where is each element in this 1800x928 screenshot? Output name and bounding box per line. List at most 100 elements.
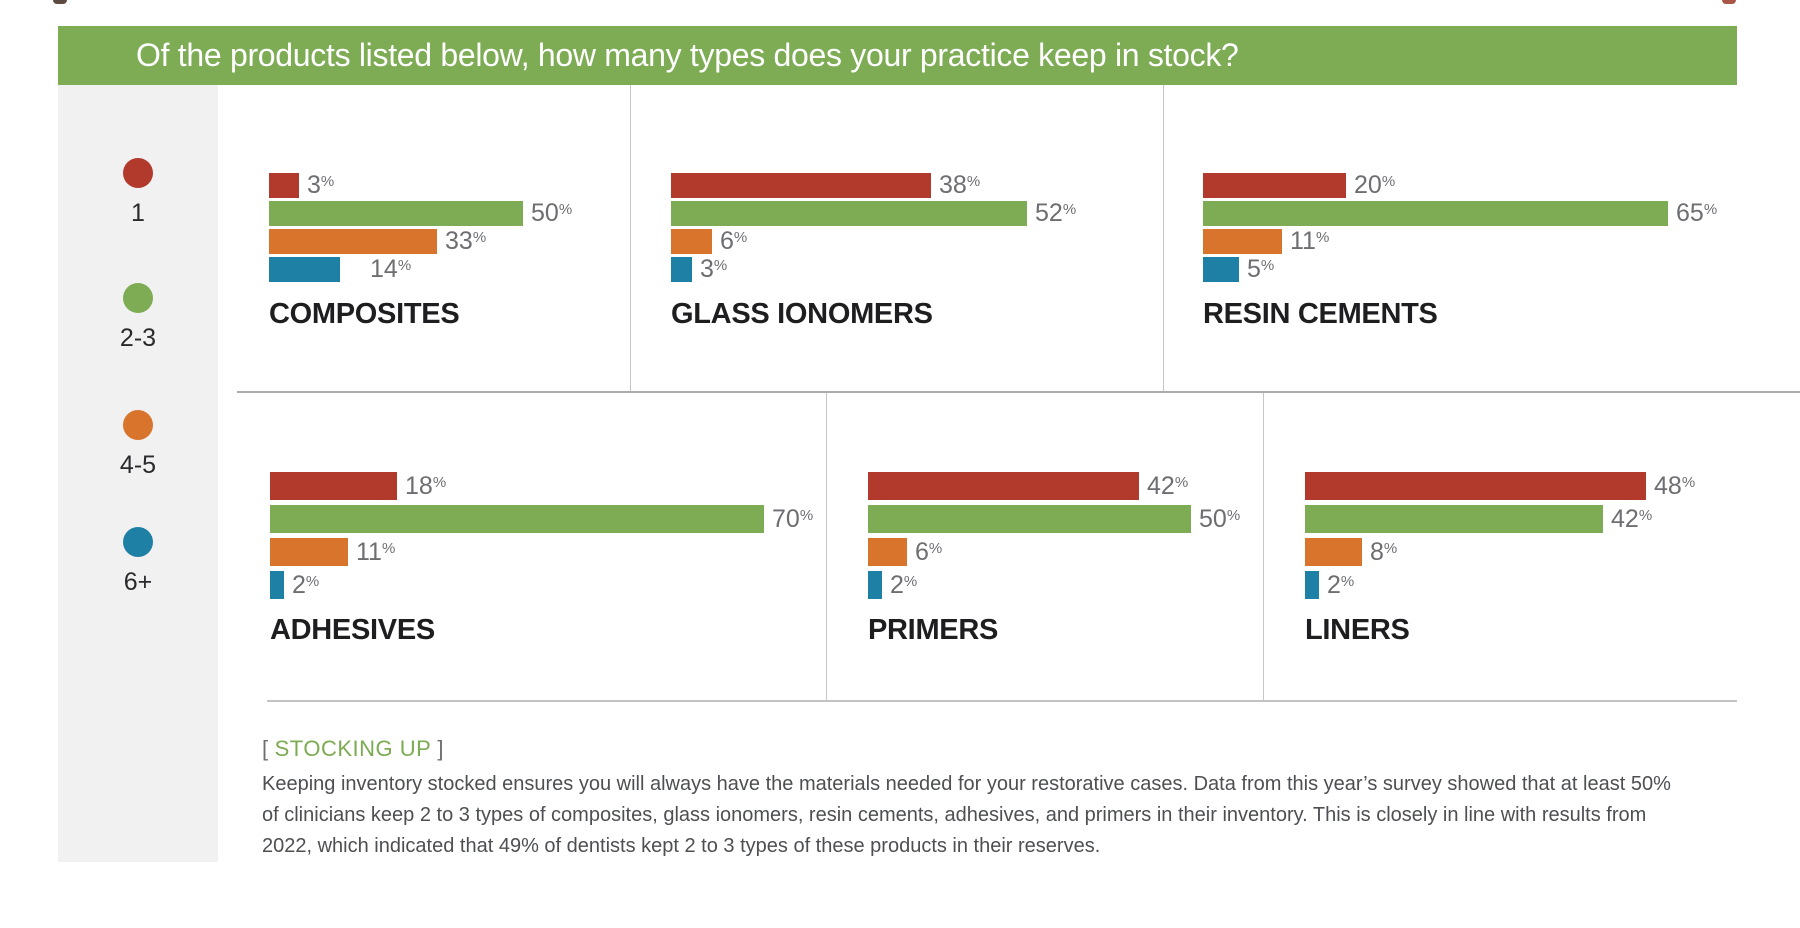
percent-sign: % (1226, 506, 1241, 524)
summary-heading: [STOCKING UP] (262, 736, 1671, 762)
chart-composites: 3% 50% 33% 14% COMPOSITES (269, 173, 572, 331)
bar-row: 6% (868, 538, 1240, 566)
bar-row: 38% (671, 173, 1076, 198)
divider-vertical (630, 85, 631, 392)
percent-sign: % (1260, 257, 1275, 274)
bar-6plus (671, 257, 692, 282)
bar-row: 50% (868, 505, 1240, 533)
chart-glass-ionomers: 38% 52% 6% 3% GLASS IONOMERS (671, 173, 1076, 331)
bar-row: 42% (868, 472, 1240, 500)
bar-value-label: 48% (1654, 471, 1696, 500)
legend-dot-1 (123, 158, 153, 188)
legend-label: 2-3 (119, 324, 157, 352)
divider-horizontal (267, 700, 1737, 702)
percent-sign: % (558, 201, 573, 218)
chart-title: COMPOSITES (269, 298, 460, 330)
bar-value-label: 52% (1035, 199, 1077, 227)
cropped-artifact-right (1722, 0, 1736, 4)
percent-sign: % (903, 572, 918, 590)
bar-value-label: 18% (405, 471, 447, 500)
bar-row: 3% (671, 257, 1076, 282)
summary-section: [STOCKING UP] Keeping inventory stocked … (262, 736, 1671, 862)
divider-vertical (1163, 85, 1164, 392)
legend-dot-4-5 (123, 410, 153, 440)
bar-value-label: 5% (1247, 255, 1275, 283)
bar-value-label: 2% (292, 570, 320, 599)
question-banner: Of the products listed below, how many t… (58, 26, 1737, 85)
bar-4-5 (269, 229, 437, 254)
bar-row: 3% (269, 173, 572, 198)
percent-sign: % (928, 539, 943, 557)
summary-body: Keeping inventory stocked ensures you wi… (262, 769, 1671, 862)
bar-row: 33% (269, 229, 572, 254)
bar-row: 20% (1203, 173, 1717, 198)
legend-item: 2-3 (58, 283, 218, 353)
percent-sign: % (1703, 201, 1718, 218)
legend-label: 1 (131, 199, 145, 227)
divider-vertical (826, 393, 827, 701)
bar-row: 65% (1203, 201, 1717, 226)
bar-row: 2% (868, 571, 1240, 599)
bar-4-5 (1203, 229, 1282, 254)
bar-1 (868, 472, 1139, 500)
cropped-artifact-left (53, 0, 67, 4)
percent-sign: % (1681, 473, 1696, 491)
bar-1 (671, 173, 931, 198)
bar-2-3 (269, 201, 523, 226)
bar-row: 42% (1305, 505, 1695, 533)
bar-value-label: 6% (720, 227, 748, 255)
bar-2-3 (1305, 505, 1603, 533)
bar-4-5 (1305, 538, 1362, 566)
bar-6plus (1305, 571, 1319, 599)
bracket-close: ] (437, 736, 444, 761)
summary-heading-text: STOCKING UP (274, 736, 432, 761)
chart-title: LINERS (1305, 614, 1410, 646)
bar-row: 14% (269, 257, 572, 282)
bar-6plus (1203, 257, 1239, 282)
percent-sign: % (381, 539, 396, 557)
legend-label: 6+ (123, 568, 153, 596)
bar-value-label: 42% (1611, 504, 1653, 533)
question-title: Of the products listed below, how many t… (136, 37, 1239, 73)
bar-value-label: 3% (307, 171, 335, 199)
chart-primers: 42% 50% 6% 2% PRIMERS (868, 472, 1240, 647)
bar-value-label: 65% (1676, 199, 1718, 227)
bar-value-label: 6% (915, 537, 943, 566)
percent-sign: % (472, 229, 487, 246)
chart-title: PRIMERS (868, 614, 999, 646)
bar-4-5 (868, 538, 907, 566)
bar-row: 6% (671, 229, 1076, 254)
divider-vertical (1263, 393, 1264, 701)
bar-row: 11% (1203, 229, 1717, 254)
bar-2-3 (868, 505, 1191, 533)
bar-value-label: 14% (370, 255, 412, 283)
bar-value-label: 11% (1290, 227, 1330, 255)
percent-sign: % (733, 229, 748, 246)
percent-sign: % (1381, 173, 1396, 190)
bracket-open: [ (262, 736, 269, 761)
bar-value-label: 2% (1327, 570, 1355, 599)
chart-liners: 48% 42% 8% 2% LINERS (1305, 472, 1695, 647)
bar-1 (269, 173, 299, 198)
bar-row: 8% (1305, 538, 1695, 566)
summary-line: Keeping inventory stocked ensures you wi… (262, 773, 1671, 795)
legend-label: 4-5 (119, 451, 157, 479)
bar-4-5 (270, 538, 348, 566)
bar-row: 50% (269, 201, 572, 226)
legend-item: 1 (58, 158, 218, 228)
bar-1 (270, 472, 397, 500)
bar-value-label: 70% (772, 504, 814, 533)
chart-title: GLASS IONOMERS (671, 298, 933, 330)
percent-sign: % (397, 257, 412, 274)
bar-value-label: 8% (1370, 537, 1398, 566)
percent-sign: % (799, 506, 814, 524)
bar-2-3 (1203, 201, 1668, 226)
legend-dot-2-3 (123, 283, 153, 313)
percent-sign: % (1062, 201, 1077, 218)
bar-value-label: 20% (1354, 171, 1396, 199)
bar-row: 5% (1203, 257, 1717, 282)
summary-line: 2022, which indicated that 49% of dentis… (262, 835, 1101, 857)
percent-sign: % (1174, 473, 1189, 491)
bar-value-label: 50% (1199, 504, 1241, 533)
